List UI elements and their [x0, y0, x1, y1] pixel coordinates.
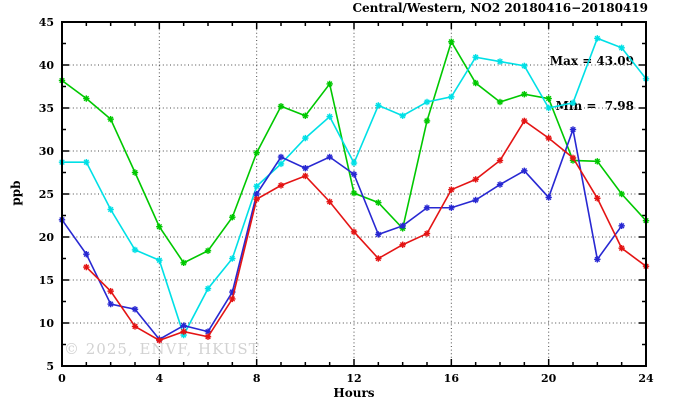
x-axis-label: Hours: [333, 386, 375, 400]
min-stat: Min = 7.98: [555, 99, 634, 113]
svg-text:12: 12: [346, 372, 361, 385]
svg-text:4: 4: [156, 372, 164, 385]
series-red-line: [83, 117, 650, 344]
chart-title: Central/Western, NO2 20180416−20180419: [352, 1, 648, 15]
stats-block: Max = 43.09 Min = 7.98: [550, 24, 634, 144]
svg-text:20: 20: [39, 231, 55, 244]
svg-text:45: 45: [39, 16, 54, 29]
plot-border: [61, 21, 647, 367]
svg-text:5: 5: [46, 360, 54, 373]
x-tick-labels: 0 4 8 12 16 20 24: [58, 372, 654, 385]
svg-text:8: 8: [253, 372, 261, 385]
svg-text:40: 40: [39, 59, 55, 72]
svg-text:25: 25: [39, 188, 54, 201]
svg-text:0: 0: [58, 372, 66, 385]
y-tick-labels: 5 10 15 20 25 30 35 40 45: [39, 16, 55, 373]
svg-text:30: 30: [39, 145, 55, 158]
svg-text:35: 35: [39, 102, 54, 115]
series-blue-line: [58, 126, 625, 343]
watermark: © 2025, ENVF, HKUST: [64, 340, 260, 358]
svg-text:20: 20: [541, 372, 557, 385]
svg-text:15: 15: [39, 274, 54, 287]
svg-text:24: 24: [638, 372, 654, 385]
svg-text:16: 16: [444, 372, 460, 385]
svg-text:10: 10: [39, 317, 55, 330]
